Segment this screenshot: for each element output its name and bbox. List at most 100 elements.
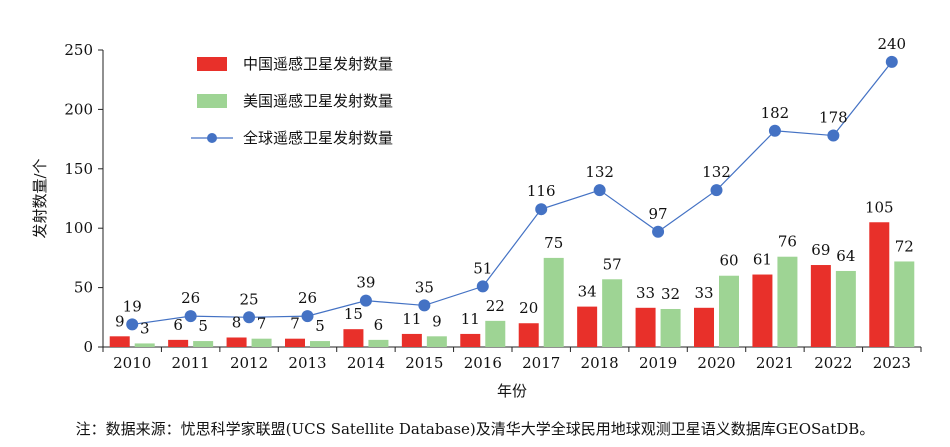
bar-value-label: 15 — [344, 305, 363, 323]
x-tick-label: 2012 — [230, 354, 268, 372]
bar-value-label: 5 — [315, 317, 325, 335]
line-series — [126, 55, 898, 331]
bar-usa-2013 — [310, 341, 330, 347]
bar-usa-2018 — [602, 279, 623, 347]
y-tick-label: 50 — [74, 279, 93, 297]
bar-usa-2023 — [894, 261, 915, 347]
global-point-2021 — [768, 124, 781, 137]
legend-label: 美国遥感卫星发射数量 — [243, 92, 393, 110]
global-point-2014 — [359, 294, 372, 307]
bar-value-label: 60 — [719, 252, 738, 270]
bar-china-2013 — [285, 338, 305, 347]
bar-value-label: 7 — [290, 315, 300, 333]
x-tick-label: 2023 — [873, 354, 911, 372]
legend-label: 中国遥感卫星发射数量 — [243, 55, 393, 73]
bar-china-2014 — [343, 329, 364, 347]
bar-usa-2021 — [777, 256, 798, 347]
bar-value-label: 75 — [544, 234, 563, 252]
global-point-2015 — [418, 299, 431, 312]
bar-china-2018 — [577, 306, 598, 347]
x-tick-label: 2013 — [288, 354, 326, 372]
bar-china-2012 — [226, 337, 247, 347]
bars — [109, 222, 915, 347]
line-value-label: 35 — [415, 278, 434, 296]
line-value-label: 39 — [356, 274, 375, 292]
global-point-2019 — [652, 225, 665, 238]
bar-usa-2017 — [543, 257, 564, 347]
bar-value-label: 9 — [432, 312, 442, 330]
y-tick-label: 100 — [64, 219, 93, 237]
x-tick-label: 2021 — [756, 354, 794, 372]
bar-usa-2020 — [719, 275, 739, 347]
global-point-2013 — [301, 310, 314, 323]
bar-china-2017 — [518, 323, 539, 347]
line-value-label: 240 — [877, 35, 906, 53]
bar-china-2010 — [109, 336, 130, 347]
line-value-label: 26 — [298, 289, 317, 307]
line-value-label: 25 — [240, 290, 259, 308]
x-tick-label: 2020 — [697, 354, 735, 372]
legend-label: 全球遥感卫星发射数量 — [243, 129, 393, 147]
global-point-2020 — [710, 184, 723, 197]
x-tick-label: 2015 — [405, 354, 443, 372]
legend-swatch — [197, 94, 227, 108]
global-point-2022 — [827, 129, 840, 142]
global-point-2012 — [243, 311, 256, 324]
x-tick-label: 2010 — [113, 354, 151, 372]
bar-china-2019 — [635, 307, 656, 347]
line-value-label: 132 — [585, 163, 614, 181]
bar-value-label: 9 — [115, 312, 125, 330]
x-tick-label: 2019 — [639, 354, 677, 372]
bar-value-label: 34 — [578, 283, 597, 301]
legend-swatch — [197, 57, 227, 71]
bar-value-label: 105 — [865, 198, 894, 216]
line-value-label: 51 — [473, 259, 492, 277]
bar-china-2023 — [869, 222, 890, 347]
x-tick-label: 2016 — [464, 354, 502, 372]
line-value-label: 178 — [819, 109, 848, 127]
source-note: 注：数据来源：忧思科学家联盟(UCS Satellite Database)及清… — [75, 420, 875, 438]
bar-value-label: 76 — [778, 233, 797, 251]
line-value-label: 116 — [527, 182, 556, 200]
line-value-label: 26 — [181, 289, 200, 307]
bar-value-label: 69 — [811, 241, 830, 259]
x-axis-title: 年份 — [497, 382, 527, 400]
bar-usa-2010 — [134, 343, 155, 347]
x-tick-label: 2014 — [347, 354, 385, 372]
bar-value-label: 61 — [753, 251, 772, 269]
bar-value-label: 57 — [603, 255, 622, 273]
bar-value-label: 3 — [140, 319, 150, 337]
x-tick-label: 2018 — [581, 354, 619, 372]
x-tick-label: 2011 — [172, 354, 210, 372]
bar-usa-2016 — [485, 320, 506, 347]
bar-value-label: 11 — [461, 310, 480, 328]
line-value-label: 19 — [123, 297, 142, 315]
bar-value-label: 22 — [486, 297, 505, 315]
bar-china-2022 — [810, 265, 831, 347]
bar-value-label: 20 — [519, 299, 538, 317]
x-tick-label: 2022 — [814, 354, 852, 372]
global-point-2016 — [476, 280, 489, 293]
bar-value-label: 11 — [402, 310, 421, 328]
x-tick-label: 2017 — [522, 354, 560, 372]
bar-china-2015 — [401, 333, 422, 347]
bar-usa-2014 — [368, 339, 389, 347]
bar-value-label: 33 — [694, 284, 713, 302]
y-tick-label: 250 — [64, 41, 93, 59]
bar-value-label: 6 — [374, 316, 384, 334]
global-point-2010 — [126, 318, 139, 331]
bar-china-2020 — [694, 307, 714, 347]
bar-china-2011 — [168, 339, 189, 347]
bar-china-2016 — [460, 333, 481, 347]
line-value-label: 132 — [702, 163, 731, 181]
y-tick-label: 0 — [83, 338, 93, 356]
bar-usa-2022 — [835, 270, 856, 347]
line-value-label: 182 — [761, 104, 790, 122]
bar-value-label: 72 — [895, 237, 914, 255]
bar-china-2021 — [752, 274, 773, 347]
bar-value-label: 32 — [661, 285, 680, 303]
legend-swatch-marker — [207, 133, 217, 143]
